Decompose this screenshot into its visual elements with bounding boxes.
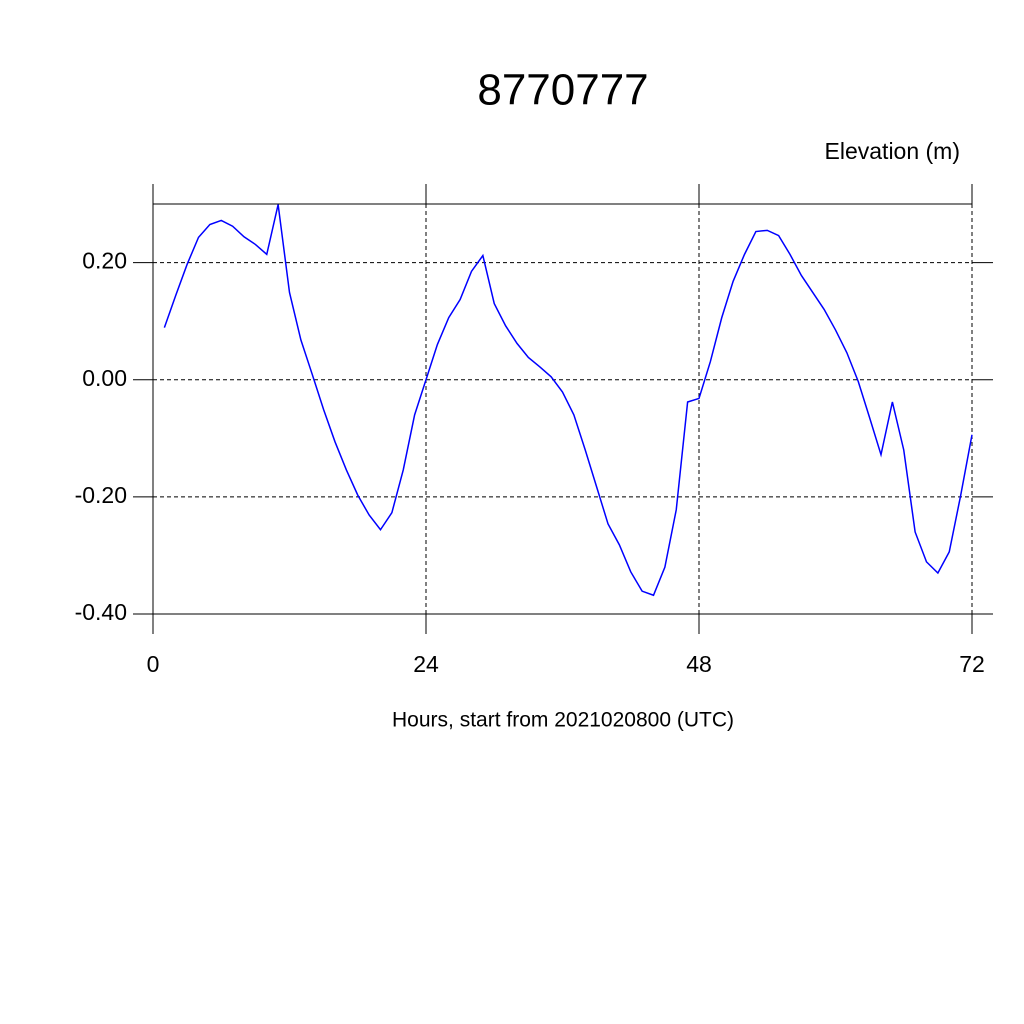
x-tick-label: 72: [959, 651, 985, 677]
x-axis-label: Hours, start from 2021020800 (UTC): [392, 709, 734, 732]
data-line: [163, 204, 973, 597]
chart-title: 8770777: [477, 66, 648, 115]
chart-subtitle: Elevation (m): [825, 138, 960, 164]
y-tick-label: 0.20: [82, 248, 127, 274]
x-tick-label: 24: [413, 651, 439, 677]
y-tick-label: 0.00: [82, 365, 127, 391]
y-tick-label: -0.40: [75, 599, 127, 625]
y-tick-label: -0.20: [75, 482, 127, 508]
x-tick-label: 0: [147, 651, 160, 677]
x-tick-label: 48: [686, 651, 712, 677]
